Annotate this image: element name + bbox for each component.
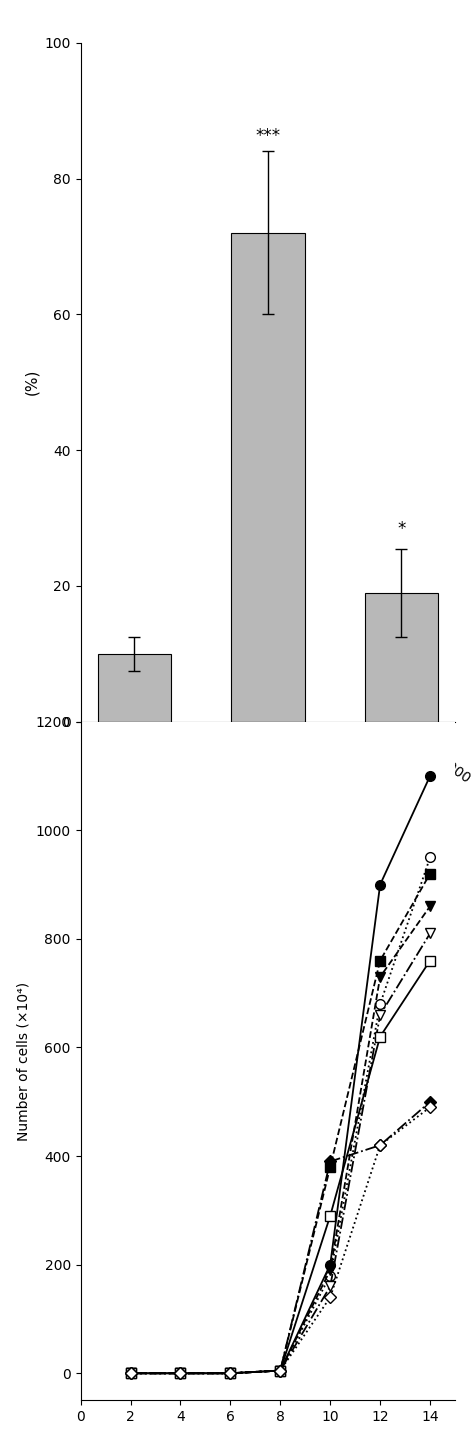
Bar	[365, 593, 438, 722]
Y-axis label: (%): (%)	[24, 369, 39, 396]
Y-axis label: Number of cells (×10⁴): Number of cells (×10⁴)	[16, 982, 30, 1140]
X-axis label: Cells/colony: Cells/colony	[222, 802, 314, 816]
Text: *: *	[397, 520, 405, 539]
Text: ***: ***	[255, 127, 281, 144]
Text: ( a ): ( a )	[252, 912, 283, 926]
Bar	[231, 233, 304, 722]
Bar	[98, 654, 171, 722]
